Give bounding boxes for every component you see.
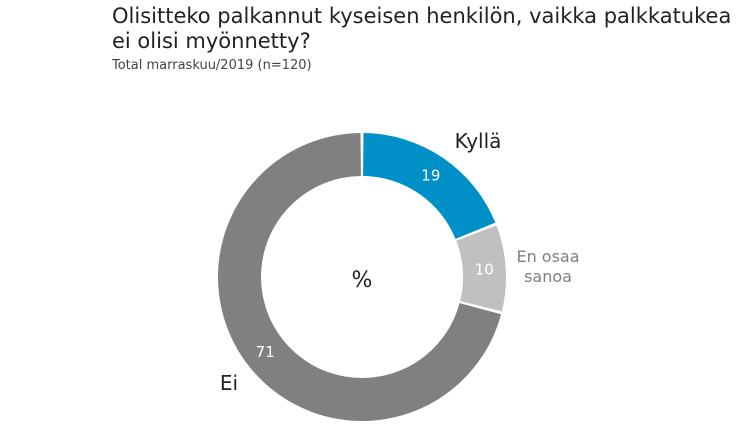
slice-2-category-label: En osaa sanoa <box>516 247 579 286</box>
chart-title: Olisitteko palkannut kyseisen henkilön, … <box>112 4 732 53</box>
donut-value-labels: 19 10 71 <box>256 167 494 361</box>
slice-3-category-label: Ei <box>220 371 238 395</box>
slice-3 <box>217 133 502 422</box>
slice-2 <box>456 225 506 312</box>
slice-1-category-label: Kyllä <box>455 129 502 153</box>
donut-category-labels: Kyllä En osaa sanoa Ei <box>220 129 580 395</box>
chart-subtitle: Total marraskuu/2019 (n=120) <box>112 58 312 73</box>
slice-1 <box>363 133 496 239</box>
slice-2-value-label: 10 <box>475 260 494 278</box>
slice-3-value-label: 71 <box>256 343 275 361</box>
donut-slices <box>217 133 506 422</box>
slice-1-value-label: 19 <box>421 167 440 185</box>
center-label: % <box>352 268 373 293</box>
